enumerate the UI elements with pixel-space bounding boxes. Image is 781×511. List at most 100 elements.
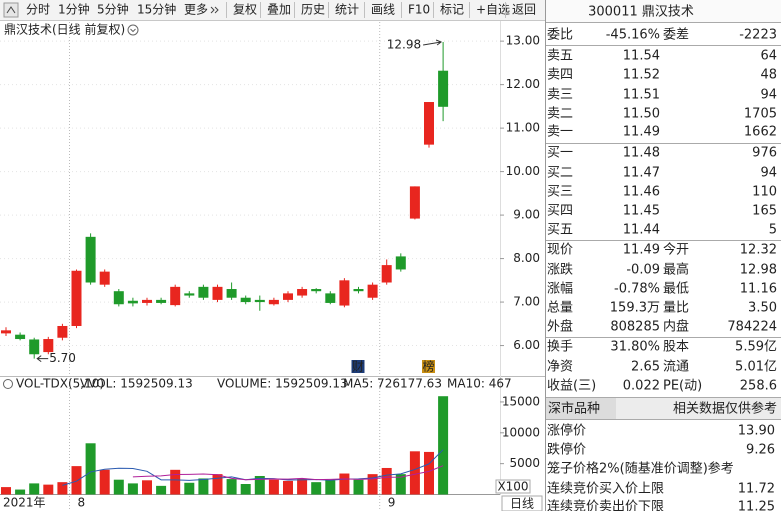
vol-header: VVOL: 1592509.13 [80,377,193,391]
quote-cell: 11.50 [623,107,660,122]
quote-tab[interactable]: 深市品种 [548,401,600,417]
quote-tab-active[interactable] [546,398,616,419]
quote-cell: 94 [760,166,777,181]
toolbar-button[interactable]: 1分钟 [58,2,90,17]
quote-cell: 11.48 [623,146,660,161]
badge[interactable] [351,360,365,373]
quote-cell: 连续竞价卖出价下限 [547,499,664,511]
quote-cell: 11.47 [623,166,660,181]
quote-cell: -45.16% [606,28,660,43]
candle-body [325,293,336,303]
vol-header: MA5: 726177.63 [343,377,442,391]
quote-cell: 换手 [547,340,573,355]
ma-line [62,449,444,486]
quote-cell: 最低 [663,282,689,297]
candle-body [339,280,350,306]
toolbar-button[interactable]: 标记 [440,3,464,17]
volume-bar [43,484,54,495]
volume-bar [29,483,40,495]
quote-cell: 现价 [547,243,573,258]
volume-bar [283,480,293,495]
toolbar-button[interactable]: 画线 [371,3,395,17]
quote-cell: 1705 [744,107,777,122]
quote-cell: 12.98 [740,263,777,278]
candle-body [43,339,54,353]
vol-icon[interactable] [3,379,13,389]
candle-body [381,265,392,283]
y-tick-label: 9.00 [513,208,540,222]
quote-cell: 11.16 [740,282,777,297]
toolbar-button[interactable]: 分时 [26,3,50,17]
volume-bar [339,473,350,495]
toolbar-button[interactable]: 5分钟 [97,2,129,17]
quote-cell: 11.49 [623,243,660,258]
title-dropdown[interactable] [127,24,139,36]
quote-cell: 94 [760,88,777,103]
badge[interactable] [422,360,435,373]
volume-bar [381,467,392,495]
quote-cell: 5.59亿 [735,340,777,355]
x-tick-label: 2021年 [3,496,46,510]
candle-body [71,270,82,326]
period-tab[interactable] [501,495,543,511]
candle-body [212,286,223,300]
candle-body [424,102,434,145]
quote-cell: 买五 [547,223,573,238]
quote-cell: 跌停价 [547,442,586,458]
high-label: 12.98 [387,38,421,52]
volume-bar [99,469,110,495]
quote-cell: 0.022 [623,379,660,394]
quote-cell: 连续竞价买入价上限 [547,481,664,497]
quote-cell: 笼子价格2%(随基准价调整)参考 [547,461,734,477]
candle-body [226,289,237,298]
candle-body [198,286,209,298]
toolbar-button[interactable]: 15分钟 [137,2,176,17]
vol-header: VOL-TDX(5,10) [16,377,104,391]
toolbar-button[interactable]: 复权 [233,3,257,17]
volume-bar [15,489,26,495]
toolbar-icon[interactable] [3,2,19,18]
quote-cell: 股本 [663,340,689,355]
candle-body [1,330,11,334]
quote-cell: 165 [752,204,777,219]
y-tick-label: 11.00 [506,121,540,135]
quote-cell: 11.45 [623,204,660,219]
volume-bar [170,469,181,495]
quote-cell: 买四 [547,204,573,219]
quote-cell: 64 [760,49,777,64]
candle-body [367,284,378,298]
quote-cell: 卖一 [547,125,573,140]
volume-bar [198,478,209,495]
quote-cell: 净资 [547,360,573,375]
volume-bar [367,474,378,495]
quote-cell: 卖二 [547,107,573,122]
candle-body [85,236,96,283]
y-tick-label: 15000 [502,394,540,408]
volume-bar [268,479,279,495]
candle-body [353,289,364,292]
candle-body [99,271,110,285]
quote-cell: 258.6 [740,379,777,394]
toolbar-button[interactable]: 更多 [184,3,208,17]
volume-bar [142,480,152,495]
quote-cell: 涨跌 [547,262,573,278]
quote-cell: 11.51 [623,88,660,103]
y-tick-label: 12.00 [506,77,540,91]
period-tab-label[interactable]: 日线 [510,497,534,511]
toolbar-button[interactable]: 叠加 [267,3,291,17]
y-tick-label: 5000 [509,456,540,470]
candle-body [254,299,265,303]
unit-box [495,479,531,494]
toolbar-button[interactable]: 历史 [301,3,325,17]
toolbar-button[interactable]: 返回 [512,3,536,17]
volume-bar [438,396,449,495]
toolbar-button[interactable]: +自选 [476,3,510,17]
y-tick-label: 10000 [502,425,540,439]
toolbar-button[interactable]: 统计 [335,3,359,17]
quote-cell: 量比 [663,301,689,316]
quote-cell: 11.52 [623,68,660,83]
toolbar-more-chevron [210,6,219,14]
unit-label: X100 [497,480,528,494]
toolbar-button[interactable]: F10 [408,3,430,17]
